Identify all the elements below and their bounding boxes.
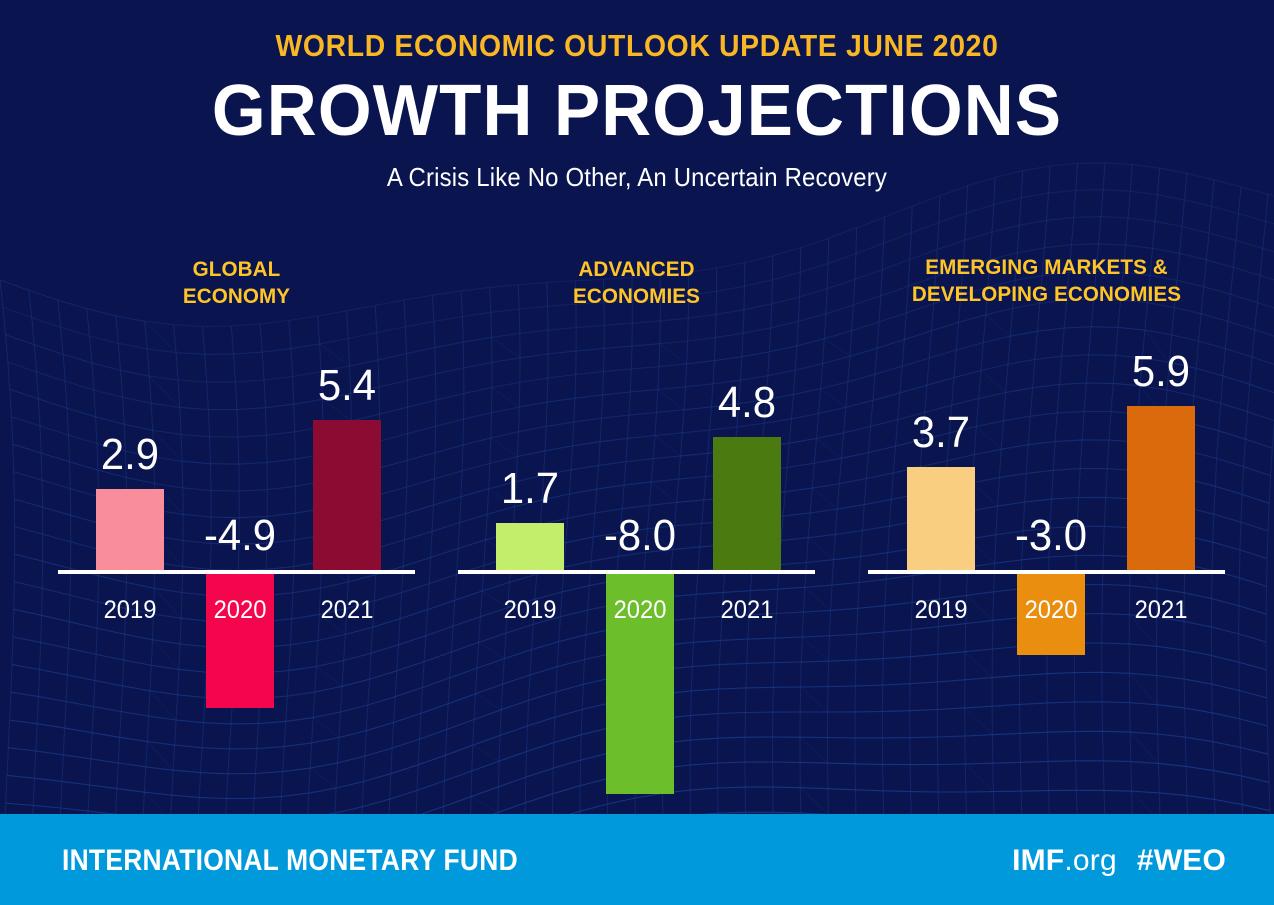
chart-group-title: GLOBAL ECONOMY [182,257,291,308]
value-label-2019: 3.7 [911,408,971,458]
category-label-2019: 2019 [103,596,157,624]
page-subtitle: A Crisis Like No Other, An Uncertain Rec… [386,162,888,192]
category-label-2020: 2020 [213,596,267,624]
category-label-2019: 2019 [914,596,968,624]
category-label-2020: 2020 [1024,596,1078,624]
bar-2021[interactable] [313,419,381,570]
footer-imf-label[interactable]: IMF [1012,844,1065,877]
bar-2019[interactable] [96,489,164,570]
chart-group-title: ADVANCED ECONOMIES [572,257,701,308]
value-label-2021: 5.4 [317,360,377,410]
bar-2019[interactable] [907,467,975,570]
footer-organization-name: INTERNATIONAL MONETARY FUND [62,844,518,877]
category-label-2019: 2019 [503,596,557,624]
bar-2020[interactable] [206,572,274,709]
chart-group-2: ADVANCED ECONOMIES 1.7 2019 -8.0 2020 4.8 2021 [458,0,815,814]
zero-axis-line [458,570,815,574]
footer-links: IMF.org #WEO [1012,844,1226,878]
header-block: WORLD ECONOMIC OUTLOOK UPDATE JUNE 2020 … [0,0,1274,232]
bar-2021[interactable] [1127,405,1195,570]
value-label-2021: 4.8 [717,377,777,427]
footer-hashtag[interactable]: #WEO [1136,844,1226,877]
chart-group-3: EMERGING MARKETS & DEVELOPING ECONOMIES 3… [868,0,1225,814]
report-kicker: WORLD ECONOMIC OUTLOOK UPDATE JUNE 2020 [275,29,999,63]
footer-dotorg-label[interactable]: .org [1064,844,1117,877]
zero-axis-line [868,570,1225,574]
zero-axis-line [58,570,415,574]
category-label-2020: 2020 [613,596,667,624]
value-label-2019: 2.9 [100,430,160,480]
bar-2019[interactable] [496,522,564,570]
bar-2020[interactable] [606,572,674,795]
footer-bar: INTERNATIONAL MONETARY FUND IMF.org #WEO [0,814,1274,905]
chart-group-1: GLOBAL ECONOMY 2.9 2019 -4.9 2020 5.4 2021 [58,0,415,814]
bar-2021[interactable] [713,436,781,570]
value-label-2019: 1.7 [500,463,560,513]
category-label-2021: 2021 [720,596,774,624]
chart-group-title: EMERGING MARKETS & DEVELOPING ECONOMIES [911,255,1182,306]
page-title: GROWTH PROJECTIONS [211,71,1063,151]
value-label-2020: -3.0 [1014,511,1088,560]
value-label-2021: 5.9 [1131,346,1191,396]
category-label-2021: 2021 [320,596,374,624]
value-label-2020: -8.0 [603,511,677,560]
bar-2020[interactable] [1017,572,1085,656]
value-label-2020: -4.9 [203,511,277,560]
category-label-2021: 2021 [1134,596,1188,624]
